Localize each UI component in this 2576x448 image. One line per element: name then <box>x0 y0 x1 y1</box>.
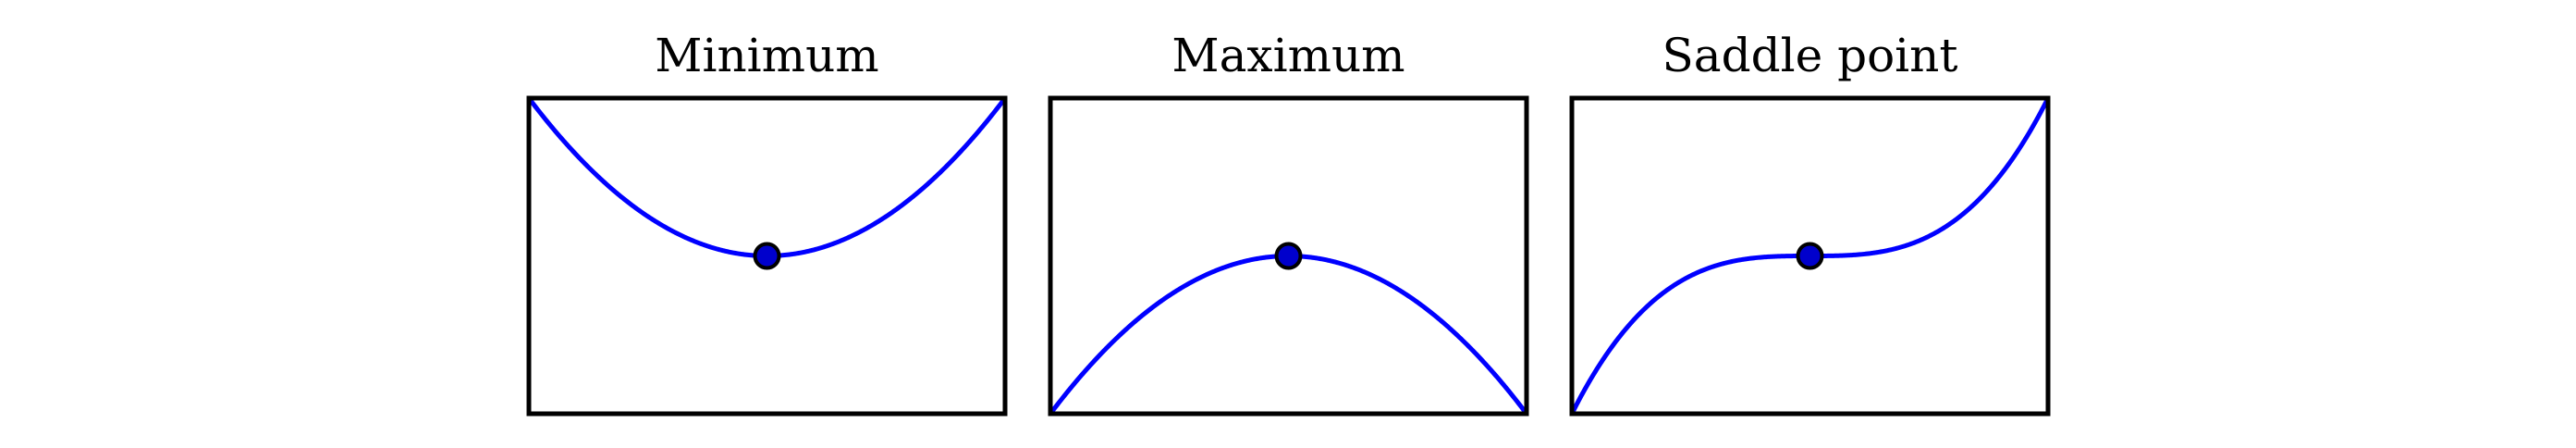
panel-title: Minimum <box>655 29 878 82</box>
plot-frame <box>1048 95 1529 417</box>
series-line <box>529 98 1005 258</box>
critical-point <box>1274 242 1303 270</box>
panel-3: Saddle point <box>1569 29 2051 417</box>
critical-point <box>753 242 781 270</box>
critical-point <box>1796 242 1824 270</box>
panel-1: Minimum <box>526 29 1008 417</box>
plot-frame <box>1569 95 2051 417</box>
panel-title: Maximum <box>1171 29 1405 82</box>
panel-title: Saddle point <box>1662 29 1958 82</box>
plot-frame <box>526 95 1008 417</box>
panel-2: Maximum <box>1048 29 1529 417</box>
series-line <box>1050 254 1527 414</box>
